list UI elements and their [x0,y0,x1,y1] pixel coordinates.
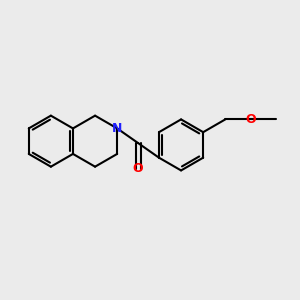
Text: N: N [112,122,122,135]
Text: O: O [245,113,256,126]
Text: O: O [133,162,143,175]
